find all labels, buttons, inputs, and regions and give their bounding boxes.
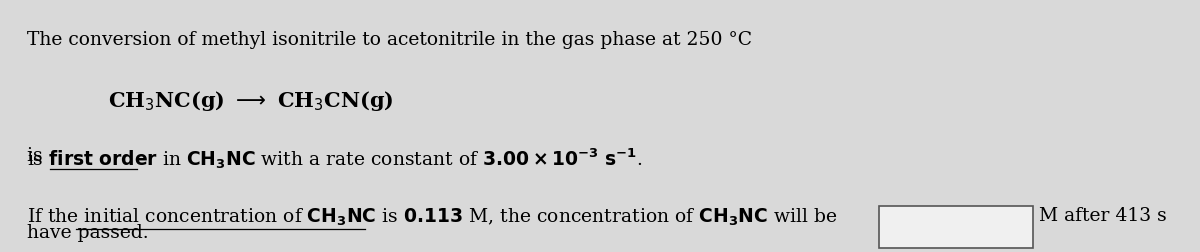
Text: M after 413 s: M after 413 s (1039, 206, 1166, 224)
Text: CH$_3$NC(g) $\longrightarrow$ CH$_3$CN(g): CH$_3$NC(g) $\longrightarrow$ CH$_3$CN(g… (108, 89, 394, 113)
Text: is: is (28, 146, 49, 164)
Text: have passed.: have passed. (28, 223, 149, 241)
Text: The conversion of methyl isonitrile to acetonitrile in the gas phase at 250 °C: The conversion of methyl isonitrile to a… (28, 31, 752, 49)
Text: is $\mathbf{first\ order}$ in $\mathbf{CH_3NC}$ with a rate constant of $\mathbf: is $\mathbf{first\ order}$ in $\mathbf{C… (28, 146, 643, 171)
FancyBboxPatch shape (878, 206, 1033, 248)
Text: If the initial concentration of $\mathbf{CH_3NC}$ is $\mathbf{0.113}$ M, the con: If the initial concentration of $\mathbf… (28, 206, 838, 227)
